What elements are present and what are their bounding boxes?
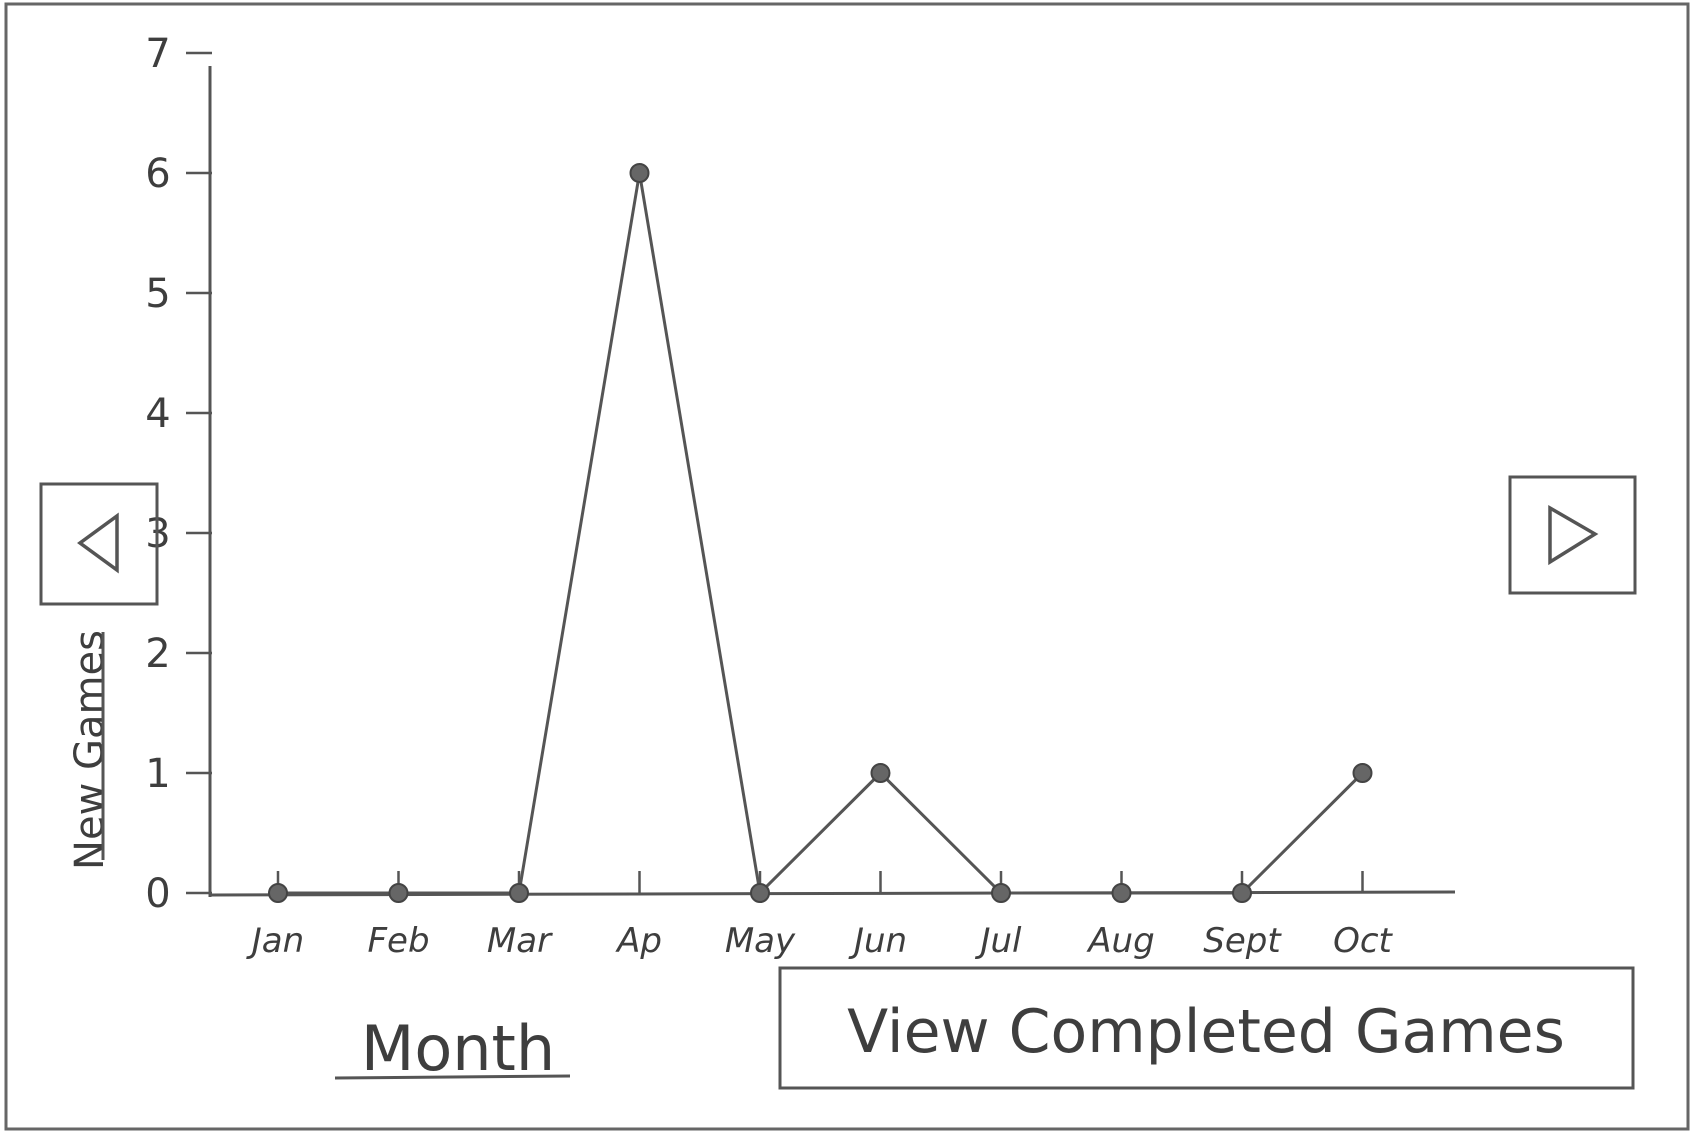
next-button[interactable] <box>1508 475 1637 595</box>
data-point <box>1232 883 1252 903</box>
x-tick-label: Ap <box>615 921 662 961</box>
data-point <box>388 883 409 903</box>
y-axis-title: New Games <box>67 630 113 870</box>
x-tick-label: Jun <box>848 921 907 961</box>
data-point <box>870 763 891 783</box>
x-tick-label: Jan <box>246 921 304 961</box>
y-tick-label: 4 <box>145 391 170 437</box>
data-point <box>750 883 770 903</box>
next-button-frame <box>1508 475 1637 595</box>
y-tick-label: 0 <box>145 871 170 917</box>
x-axis-title-underline <box>334 1074 571 1080</box>
x-axis-title: Month <box>361 1012 555 1085</box>
data-point <box>268 883 288 903</box>
view-completed-games-hitarea[interactable] <box>780 968 1633 1088</box>
view-completed-games-label: View Completed Games <box>847 997 1565 1067</box>
previous-button[interactable] <box>39 482 159 606</box>
data-point <box>1111 883 1132 903</box>
triangle-left-icon <box>77 512 119 574</box>
y-tick-label: 7 <box>145 31 170 77</box>
series-line <box>278 171 1364 895</box>
data-points <box>268 163 1373 903</box>
window-frame <box>4 2 1690 1131</box>
x-tick-label: Jul <box>974 921 1022 961</box>
y-tick-label: 6 <box>145 151 170 197</box>
y-tick-label: 5 <box>145 271 170 317</box>
x-tick-label: Aug <box>1086 921 1154 961</box>
data-point <box>1352 763 1373 783</box>
x-ticks: Jan Feb Mar Ap May Jun Jul Aug Sept Oct <box>246 871 1394 961</box>
x-tick-label: Mar <box>487 921 553 961</box>
x-tick-label: May <box>725 921 796 961</box>
data-point <box>991 883 1011 903</box>
previous-button-frame <box>39 482 159 606</box>
next-button-hitarea[interactable] <box>1510 477 1635 593</box>
view-completed-games-frame <box>778 966 1635 1090</box>
x-tick-label: Oct <box>1333 921 1393 961</box>
previous-button-hitarea[interactable] <box>41 484 157 604</box>
y-tick-label: 2 <box>145 631 170 677</box>
triangle-right-icon <box>1548 504 1599 566</box>
data-point <box>629 163 650 183</box>
x-tick-label: Feb <box>367 921 429 961</box>
y-tick-label: 1 <box>145 751 170 797</box>
data-point <box>509 883 529 903</box>
x-tick-label: Sept <box>1203 921 1282 961</box>
view-completed-games-button[interactable]: View Completed Games <box>778 966 1635 1090</box>
